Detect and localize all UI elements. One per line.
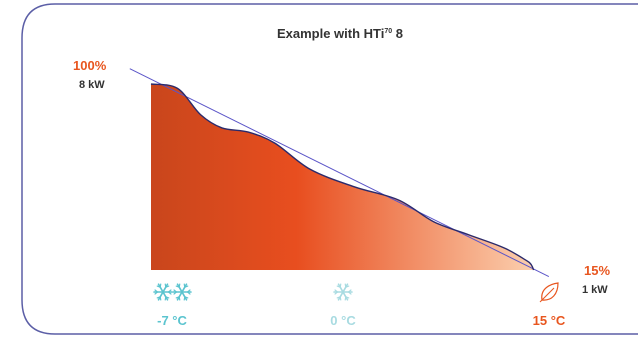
double-snowflake-icon xyxy=(153,283,192,301)
snowflake-icon xyxy=(333,283,353,301)
leaf-icon xyxy=(539,282,559,303)
chart-frame xyxy=(21,3,638,335)
x-tick-label: -7 °C xyxy=(157,313,187,328)
x-tick-label: 0 °C xyxy=(330,313,356,328)
y-top-power-label: 8 kW xyxy=(79,79,105,91)
load-area xyxy=(151,84,534,270)
trend-line xyxy=(129,68,550,278)
x-tick-label: 15 °C xyxy=(533,313,566,328)
y-bottom-percent-label: 15% xyxy=(584,263,610,278)
chart-title: Example with HTi70 8 xyxy=(277,26,403,41)
load-curve xyxy=(150,83,535,271)
y-bottom-power-label: 1 kW xyxy=(582,284,608,296)
y-top-percent-label: 100% xyxy=(73,58,107,73)
